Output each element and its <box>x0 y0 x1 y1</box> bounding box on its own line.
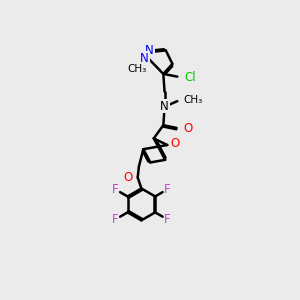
Text: O: O <box>170 136 179 149</box>
Text: F: F <box>164 183 171 196</box>
Text: N: N <box>160 100 169 113</box>
Text: CH₃: CH₃ <box>184 95 203 105</box>
Text: O: O <box>123 171 132 184</box>
Text: N: N <box>140 52 149 65</box>
Text: CH₃: CH₃ <box>128 64 147 74</box>
Text: F: F <box>112 183 119 196</box>
Text: N: N <box>145 44 154 57</box>
Text: F: F <box>112 213 119 226</box>
Text: Cl: Cl <box>184 71 196 84</box>
Text: O: O <box>184 122 193 135</box>
Text: F: F <box>164 213 171 226</box>
